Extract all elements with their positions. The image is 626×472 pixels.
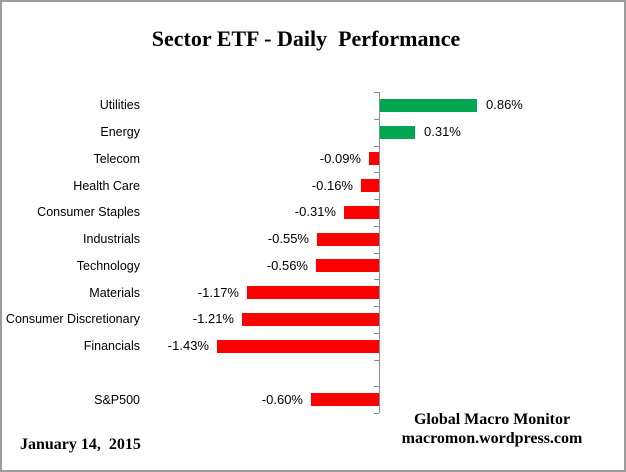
axis-tick: [374, 413, 379, 414]
credit-line2: macromon.wordpress.com: [401, 430, 583, 447]
value-label-utilities: 0.86%: [486, 97, 523, 112]
bar-utilities: [380, 99, 477, 112]
credit-line1: Global Macro Monitor: [413, 411, 571, 428]
category-label-industrials: Industrials: [83, 232, 140, 246]
y-axis-line: [379, 92, 380, 413]
bar-health-care: [361, 179, 379, 192]
axis-tick: [374, 226, 379, 227]
category-label-utilities: Utilities: [99, 98, 140, 112]
category-label-technology: Technology: [76, 259, 140, 273]
value-label-materials: -1.17%: [197, 285, 239, 300]
value-label-s-p500: -0.60%: [261, 392, 303, 407]
value-label-technology: -0.56%: [266, 258, 308, 273]
axis-tick: [374, 306, 379, 307]
value-label-energy: 0.31%: [424, 124, 461, 139]
axis-tick: [374, 119, 379, 120]
date-label: January 14, 2015: [20, 436, 141, 453]
value-label-industrials: -0.55%: [267, 231, 309, 246]
axis-tick: [374, 199, 379, 200]
value-label-health-care: -0.16%: [311, 178, 353, 193]
bar-consumer-staples: [344, 206, 379, 219]
category-label-materials: Materials: [89, 286, 140, 300]
category-label-consumer-discretionary: Consumer Discretionary: [5, 312, 140, 326]
bar-telecom: [369, 152, 379, 165]
axis-tick: [374, 279, 379, 280]
value-label-telecom: -0.09%: [319, 151, 361, 166]
bar-s-p500: [311, 393, 379, 406]
axis-tick: [374, 92, 379, 93]
value-label-consumer-discretionary: -1.21%: [192, 311, 234, 326]
bar-consumer-discretionary: [242, 313, 379, 326]
bar-materials: [247, 286, 379, 299]
bar-technology: [316, 259, 379, 272]
category-label-consumer-staples: Consumer Staples: [37, 205, 140, 219]
axis-tick: [374, 360, 379, 361]
credit-block: Global Macro Monitor macromon.wordpress.…: [379, 410, 605, 448]
chart-title: Sector ETF - Daily Performance: [151, 26, 461, 51]
bar-financials: [217, 340, 379, 353]
axis-tick: [374, 386, 379, 387]
axis-tick: [374, 146, 379, 147]
category-label-s-p500: S&P500: [94, 393, 140, 407]
value-label-consumer-staples: -0.31%: [294, 204, 336, 219]
category-label-energy: Energy: [100, 125, 140, 139]
bar-energy: [380, 126, 415, 139]
bar-industrials: [317, 233, 379, 246]
category-label-telecom: Telecom: [93, 152, 140, 166]
axis-tick: [374, 333, 379, 334]
value-label-financials: -1.43%: [167, 338, 209, 353]
axis-tick: [374, 253, 379, 254]
category-label-financials: Financials: [83, 339, 140, 353]
axis-tick: [374, 172, 379, 173]
category-label-health-care: Health Care: [73, 179, 140, 193]
